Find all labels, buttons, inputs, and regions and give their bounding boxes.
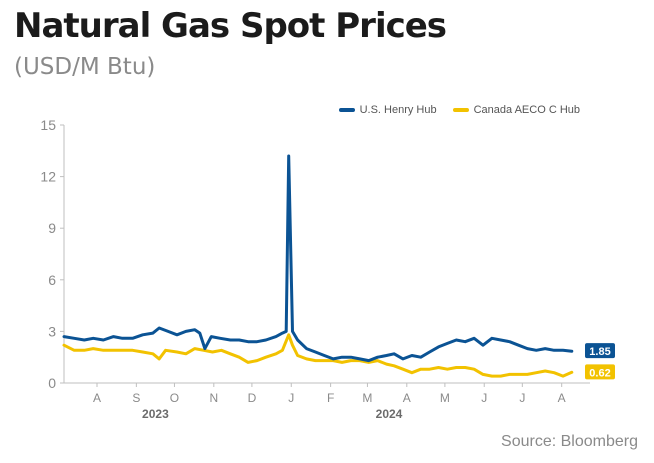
y-tick-label: 12	[40, 169, 56, 185]
x-tick-label: O	[170, 391, 179, 405]
y-tick-label: 3	[48, 323, 56, 339]
series-line-henry	[62, 154, 574, 363]
year-label: 2024	[376, 407, 403, 421]
y-tick-label: 15	[40, 117, 56, 133]
series-line-aeco	[62, 333, 574, 378]
legend-label-aeco: Canada AECO C Hub	[473, 104, 580, 116]
x-tick-label: S	[132, 391, 140, 405]
x-tick-label: J	[288, 391, 294, 405]
x-tick-label: A	[403, 391, 411, 405]
source-note: Source: Bloomberg	[501, 433, 638, 450]
end-value-tag-aeco	[585, 364, 615, 380]
x-tick-label: J	[519, 391, 525, 405]
y-tick-label: 0	[48, 375, 56, 391]
x-tick-label: M	[362, 391, 372, 405]
legend-swatch-aeco	[452, 108, 469, 112]
x-tick-label: A	[558, 391, 566, 405]
legend-label-henry: U.S. Henry Hub	[359, 104, 437, 116]
y-tick-label: 6	[48, 272, 56, 288]
end-value-tag-henry	[585, 343, 615, 359]
legend-item-henry: U.S. Henry Hub	[338, 104, 437, 116]
x-tick-label: A	[93, 391, 101, 405]
x-tick-label: F	[327, 391, 334, 405]
chart-legend: U.S. Henry Hub Canada AECO C Hub	[338, 104, 580, 116]
end-value-label-henry: 1.85	[589, 346, 610, 358]
x-tick-label: J	[481, 391, 487, 405]
x-tick-label: N	[209, 391, 218, 405]
chart-subtitle: (USD/M Btu)	[14, 54, 156, 80]
end-value-label-aeco: 0.62	[589, 367, 610, 379]
year-label: 2023	[142, 407, 169, 421]
x-tick-label: M	[440, 391, 450, 405]
y-tick-label: 9	[48, 220, 56, 236]
price-chart: 0 3 6 9 12 15 A S O N D J F M A M J J A 2023 2024 1.85 0.62	[40, 117, 615, 421]
x-tick-label: D	[248, 391, 257, 405]
legend-swatch-henry	[338, 108, 355, 112]
chart-title: Natural Gas Spot Prices	[14, 6, 447, 46]
legend-item-aeco: Canada AECO C Hub	[452, 104, 580, 116]
